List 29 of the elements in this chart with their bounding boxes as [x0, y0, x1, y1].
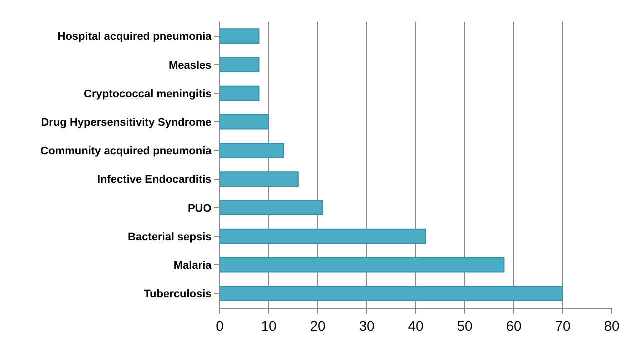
bar — [220, 200, 324, 216]
y-tick-label: Cryptococcal meningitis — [84, 88, 212, 100]
y-tick-label: Tuberculosis — [144, 288, 212, 301]
y-tick-label: Community acquired pneumonia — [40, 146, 213, 158]
bar — [220, 286, 564, 302]
y-tick-label: Hospital acquired pneumonia — [58, 31, 213, 44]
y-tick-label: Drug Hypersensitivity Syndrome — [41, 116, 212, 129]
bar — [220, 86, 260, 102]
x-tick-label: 70 — [555, 318, 571, 334]
bar — [220, 114, 270, 130]
x-tick-label: 30 — [359, 318, 375, 334]
y-tick-label: Bacterial sepsis — [128, 231, 212, 244]
x-tick-label: 20 — [310, 318, 326, 334]
bar — [220, 28, 260, 44]
x-tick-label: 60 — [506, 318, 522, 334]
y-tick-label: PUO — [188, 202, 212, 215]
y-tick-label: Measles — [168, 60, 212, 72]
bar — [220, 228, 426, 244]
bar — [220, 57, 260, 73]
x-tick-label: 50 — [457, 318, 473, 334]
y-tick-label: Malaria — [174, 260, 213, 272]
x-tick-label: 40 — [408, 318, 424, 334]
y-tick-label: Infective Endocarditis — [97, 174, 212, 186]
x-tick-label: 80 — [604, 318, 620, 334]
x-tick-label: 0 — [216, 318, 224, 334]
bar — [220, 143, 284, 158]
x-tick-label: 10 — [261, 318, 277, 334]
bar — [220, 172, 299, 187]
bar — [220, 257, 505, 273]
